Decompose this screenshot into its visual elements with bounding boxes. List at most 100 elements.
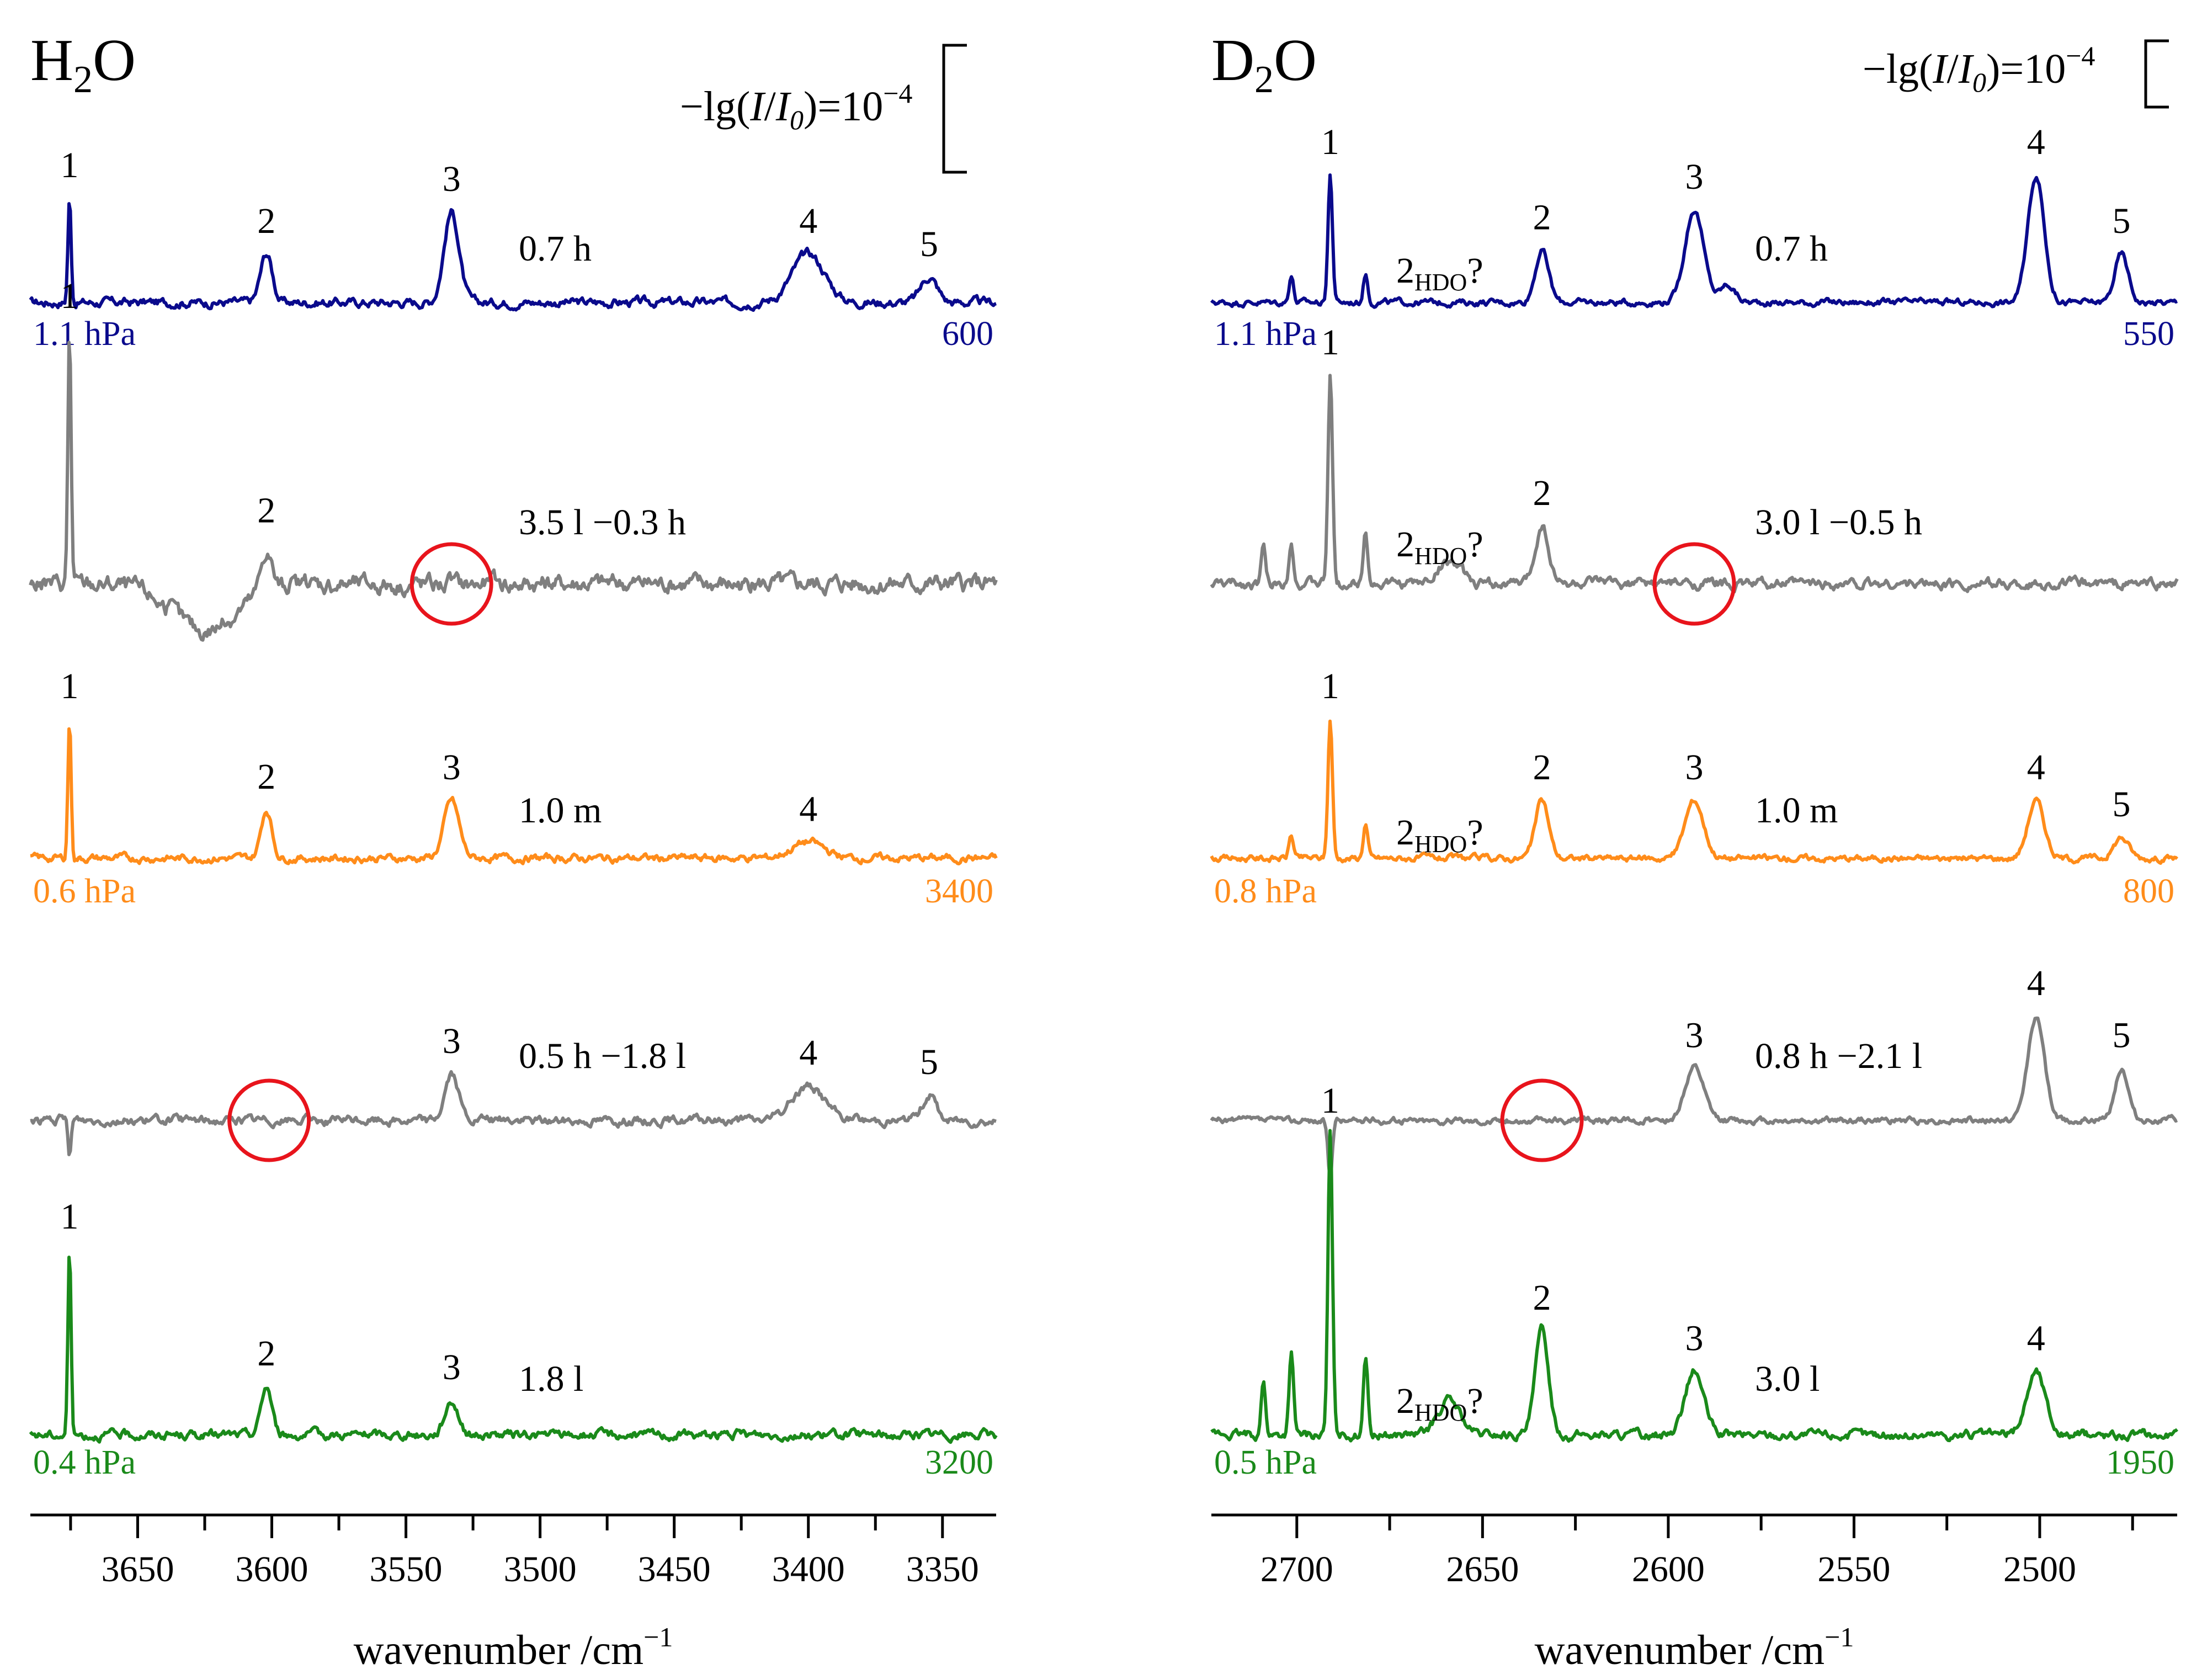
peak-label: 3 [1685,1016,1704,1056]
series-name: 0.8 h −2.1 l [1755,1036,1922,1076]
axes-group: 3650 3600 3550 3500 3450 3400 3350 2700 2650 2600… [30,1513,2177,1589]
peak-label: 2 [1533,198,1551,238]
d2o-scale-bar [2144,39,2169,109]
spectrum-line [30,727,998,865]
h2o-title-main: H [30,28,73,93]
peak-label: 4 [799,789,817,830]
d2o-title-end: O [1274,28,1317,93]
series-name: 0.5 h −1.8 l [519,1036,686,1076]
d2o-scale-label: −lg(I/I0)=10−4 [1863,40,2095,98]
scale-factor-label: 3400 [925,873,993,910]
peak-label: 4 [2027,963,2045,1003]
hdo-label-sub: HDO [1414,269,1467,296]
x-tick-label: 2550 [1817,1549,1890,1589]
h2o-scale-bar [942,44,967,174]
peak-label: 5 [920,224,938,264]
peak-label: 3 [443,1347,461,1387]
h2o-scale-label: −lg(I/I0)=10−4 [680,78,912,135]
peak-label: 4 [2027,1319,2045,1359]
peak-label: 5 [2113,1016,2131,1056]
series-name: 0.7 h [519,228,592,269]
peak-label: 2 [1533,473,1551,513]
x-tick-label: 3500 [504,1549,577,1589]
x-tick-label: 3400 [772,1549,845,1589]
peak-label: 2 [1533,1278,1551,1318]
spectrum-line [1210,1129,2178,1443]
peak-label: 3 [1685,1319,1704,1359]
hdo-label-suffix: ? [1467,251,1483,291]
hdo-label-suffix: ? [1467,1381,1483,1421]
spectrum-line [1210,719,2179,865]
series-name: 1.0 m [519,790,602,831]
peak-label: 5 [2113,201,2131,241]
peak-label: 5 [2113,784,2131,825]
scale-factor-label: 1950 [2106,1444,2174,1481]
peak-label: 2 [1533,747,1551,788]
d2o-title-sub: 2 [1254,59,1274,101]
peak-label: 4 [799,201,817,241]
x-tick-label: 2600 [1632,1549,1705,1589]
scale-factor-label: 550 [2123,315,2174,353]
x-tick-label: 2700 [1260,1549,1333,1589]
pressure-label: 0.6 hPa [33,873,136,910]
spectrum-line [29,202,997,312]
hdo-label-sub: HDO [1414,1399,1467,1426]
scale-factor-label: 800 [2123,873,2174,910]
d2o-xlabel: wavenumber /cm−1 [1535,1621,1854,1673]
hdo-label: 2HDO? [1396,524,1483,570]
spectrum-line [29,341,998,642]
missing-peak-circle [409,542,493,626]
series-name: 0.7 h [1755,228,1828,269]
peak-label: 1 [1321,322,1339,363]
pressure-label: 0.4 hPa [33,1444,136,1481]
peak-label: 1 [1321,1081,1339,1121]
hdo-label: 2HDO? [1396,812,1483,858]
peak-label: 4 [2027,747,2045,788]
h2o-title-end: O [93,28,136,93]
peak-label: 4 [2027,122,2045,162]
peak-label: 2 [257,1333,275,1374]
hdo-label-sub: HDO [1414,831,1467,858]
pressure-label: 0.5 hPa [1214,1444,1317,1481]
pressure-label: 1.1 hPa [1214,315,1317,353]
peak-label: 3 [1685,157,1704,197]
peak-label: 3 [1685,747,1704,788]
hdo-label-main: 2 [1396,524,1414,565]
hdo-label-main: 2 [1396,1381,1414,1421]
hdo-label-suffix: ? [1467,524,1483,565]
pressure-label: 1.1 hPa [33,315,136,353]
x-tick-label: 2650 [1446,1549,1519,1589]
peak-label: 5 [920,1042,938,1082]
missing-peak-circle [227,1078,311,1162]
peak-label: 1 [1321,122,1339,162]
d2o-title: D2O [1211,28,1317,101]
peak-label: 3 [443,1021,461,1061]
h2o-xlabel: wavenumber /cm−1 [354,1621,673,1673]
h2o-title-sub: 2 [73,59,93,101]
x-tick-label: 3550 [370,1549,443,1589]
x-tick-label: 3350 [906,1549,979,1589]
x-tick-label: 3450 [638,1549,711,1589]
pressure-label: 0.8 hPa [1214,873,1317,910]
peak-label: 1 [60,145,78,185]
missing-peak-circle [1500,1078,1584,1162]
peak-label: 1 [1321,666,1339,706]
scale-factor-label: 600 [942,315,993,353]
x-tick-label: 3650 [101,1549,174,1589]
d2o-title-main: D [1211,28,1254,93]
scale-factor-label: 3200 [925,1444,993,1481]
peak-label: 1 [60,666,78,706]
spectrum-line [30,1070,997,1156]
peak-label: 2 [257,757,275,797]
peak-label: 1 [60,1197,78,1237]
series-name: 3.0 l [1755,1359,1820,1399]
hdo-label: 2HDO? [1396,1381,1483,1426]
peak-label: 3 [443,159,461,199]
peak-label: 1 [60,276,78,316]
x-tick-label: 3600 [236,1549,309,1589]
peak-label: 2 [257,491,275,531]
spectrum-line [29,1256,998,1444]
spectrum-line [1210,1016,2178,1180]
peak-label: 2 [257,201,275,241]
